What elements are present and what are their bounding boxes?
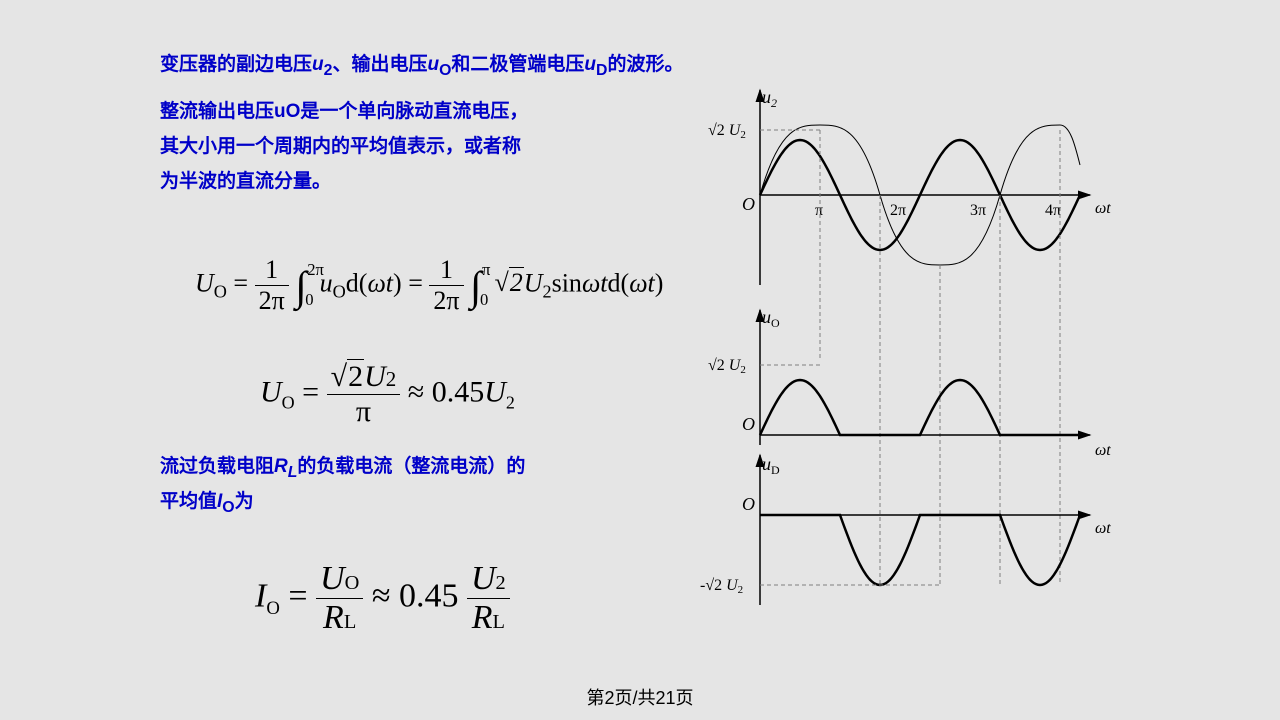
- para1-line1: 整流输出电压uO是一个单向脉动直流电压，: [160, 95, 528, 129]
- svg-text:O: O: [742, 194, 755, 214]
- chart-ud: uD O -√2 U2 ωt: [700, 454, 1111, 605]
- chart-u2: u2 √2 U2 O ωt π 2π 3π 4π: [708, 87, 1111, 285]
- svg-text:u2: u2: [762, 87, 777, 110]
- svg-text:O: O: [742, 414, 755, 434]
- svg-text:2π: 2π: [890, 202, 906, 219]
- equation-uo-integral: UO = 12π ∫2π0 uOd(ωt) = 12π ∫π0 2U2sinωt…: [195, 255, 663, 316]
- svg-text:uD: uD: [762, 454, 780, 477]
- para2-line1: 流过负载电阻RL的负载电流（整流电流）的: [160, 450, 525, 487]
- svg-text:4π: 4π: [1045, 202, 1061, 219]
- para1-line2: 其大小用一个周期内的平均值表示，或者称: [160, 130, 521, 164]
- equation-uo-value: UO = 2U2π ≈ 0.45U2: [260, 360, 515, 429]
- svg-text:√2 U2: √2 U2: [708, 122, 746, 141]
- svg-text:3π: 3π: [970, 202, 986, 219]
- svg-text:√2 U2: √2 U2: [708, 357, 746, 376]
- charts-svg: u2 √2 U2 O ωt π 2π 3π 4π: [700, 85, 1120, 665]
- svg-text:-√2 U2: -√2 U2: [700, 577, 743, 596]
- waveform-charts: u2 √2 U2 O ωt π 2π 3π 4π: [700, 85, 1120, 665]
- svg-text:uO: uO: [762, 307, 780, 330]
- svg-text:ωt: ωt: [1095, 520, 1111, 537]
- svg-text:O: O: [742, 494, 755, 514]
- slide-page: 变压器的副边电压u2、输出电压uO和二极管端电压uD的波形。 整流输出电压uO是…: [0, 0, 1280, 720]
- title-line: 变压器的副边电压u2、输出电压uO和二极管端电压uD的波形。: [160, 48, 683, 85]
- chart-uo: uO √2 U2 O ωt: [708, 307, 1111, 459]
- svg-text:ωt: ωt: [1095, 200, 1111, 217]
- svg-text:π: π: [815, 202, 823, 219]
- page-number: 第2页/共21页: [0, 684, 1280, 710]
- para2-line2: 平均值IO为: [160, 485, 254, 522]
- para1-line3: 为半波的直流分量。: [160, 165, 331, 199]
- svg-text:ωt: ωt: [1095, 442, 1111, 459]
- equation-io-value: IO = UORL ≈ 0.45 U2RL: [255, 560, 510, 637]
